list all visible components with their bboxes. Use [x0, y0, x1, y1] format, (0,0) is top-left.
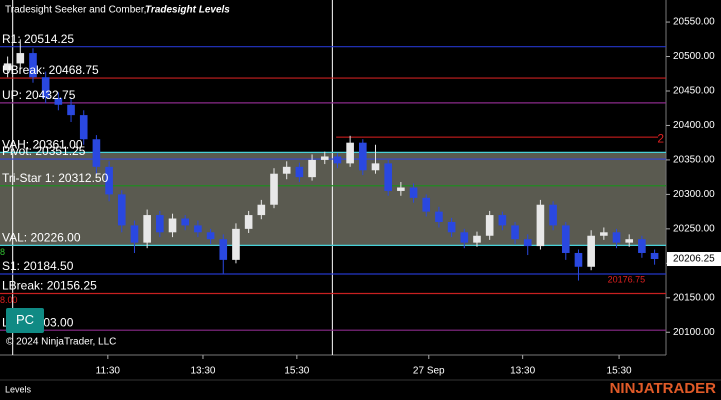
candle-body: [67, 104, 75, 116]
pc-button[interactable]: [6, 308, 44, 333]
candle-body: [638, 239, 646, 253]
last-price-box: [667, 252, 721, 267]
level-label: VAL: 20226.00: [2, 231, 81, 245]
candle-body: [257, 204, 266, 216]
x-tick-label: 27 Sep: [413, 366, 445, 377]
candle-body: [371, 163, 380, 171]
candle-body: [308, 159, 316, 178]
x-tick-label: 15:30: [607, 366, 632, 377]
candle-body: [460, 232, 469, 243]
candle-body: [105, 166, 113, 195]
candle-body: [270, 173, 278, 205]
low-marker: 20176.75: [608, 275, 646, 285]
candle-body: [473, 235, 481, 243]
candle-body: [181, 218, 190, 226]
left-annotation: 8.00: [0, 295, 18, 305]
candle-body: [600, 232, 608, 236]
candle-body: [346, 142, 354, 164]
candle-body: [143, 215, 151, 243]
y-tick-label: 20400.00: [673, 120, 715, 131]
candle-body: [511, 225, 519, 240]
candle-body: [295, 166, 304, 178]
chart-title: Tradesight Seeker and Comber,: [5, 5, 146, 16]
y-tick-label: 20500.00: [673, 51, 715, 62]
x-tick-label: 13:30: [510, 366, 535, 377]
level-label: VAH: 20361.00: [2, 138, 83, 152]
candle-body: [435, 211, 443, 222]
candle-body: [650, 252, 659, 260]
level-label: UBreak: 20468.75: [2, 63, 99, 77]
level-label: LBreak: 20156.25: [2, 279, 97, 293]
y-tick-label: 20550.00: [673, 17, 715, 28]
candle-body: [498, 215, 507, 226]
x-tick-label: 15:30: [284, 366, 309, 377]
candle-body: [244, 215, 253, 229]
level-label: Tri-Star 1: 20312.50: [2, 171, 109, 185]
y-tick-label: 20350.00: [673, 155, 715, 166]
level-label: R1: 20514.25: [2, 32, 74, 46]
candle-body: [409, 187, 418, 198]
level-label: UP: 20432.75: [2, 88, 76, 102]
candle-body: [206, 232, 215, 240]
candle-body: [359, 142, 367, 171]
candle-body: [587, 235, 595, 267]
candle-body: [130, 225, 139, 243]
y-tick-label: 20100.00: [673, 327, 715, 338]
level-label: Pivot: 20351.25: [2, 144, 86, 158]
candle-body: [16, 53, 25, 64]
candle-body: [156, 215, 164, 233]
candle-body: [333, 156, 342, 164]
candle-body: [29, 53, 37, 78]
candle-body: [536, 204, 545, 247]
candle-body: [79, 115, 88, 140]
candle-body: [320, 156, 329, 160]
y-tick-label: 20150.00: [673, 292, 715, 303]
candle-body: [282, 166, 291, 174]
candle-body: [422, 197, 431, 212]
y-tick-label: 20250.00: [673, 223, 715, 234]
copyright: © 2024 NinjaTrader, LLC: [6, 337, 116, 348]
y-tick-label: 20450.00: [673, 86, 715, 97]
candle-body: [523, 239, 532, 247]
logo: NINJATRADER: [610, 380, 717, 397]
indicator-title: Tradesight Levels: [145, 5, 230, 16]
candle-body: [549, 204, 557, 226]
x-tick-label: 13:30: [190, 366, 215, 377]
panel-label: Levels: [5, 384, 32, 394]
y-tick-label: 20300.00: [673, 189, 715, 200]
candle-body: [397, 187, 405, 191]
candle-body: [54, 97, 63, 105]
candle-body: [117, 194, 126, 226]
last-price-label: 20206.25: [673, 254, 715, 265]
candle-body: [612, 232, 621, 243]
candle-body: [625, 239, 634, 243]
candle-body: [41, 77, 50, 98]
candle-body: [232, 228, 240, 260]
level-label: S1: 20184.50: [2, 259, 74, 273]
x-tick-label: 11:30: [96, 366, 121, 377]
pc-button-label[interactable]: PC: [16, 312, 34, 327]
candle-body: [485, 215, 494, 236]
candle-body: [447, 221, 456, 233]
candle-body: [194, 225, 202, 233]
candle-body: [168, 218, 177, 233]
candle-body: [561, 225, 570, 253]
left-annotation: 8: [0, 247, 5, 257]
candle-body: [3, 63, 12, 71]
candle-body: [219, 239, 228, 260]
candle-body: [92, 139, 101, 167]
signal-label: 2: [657, 131, 664, 145]
candle-body: [384, 163, 392, 191]
candle-body: [574, 252, 583, 267]
